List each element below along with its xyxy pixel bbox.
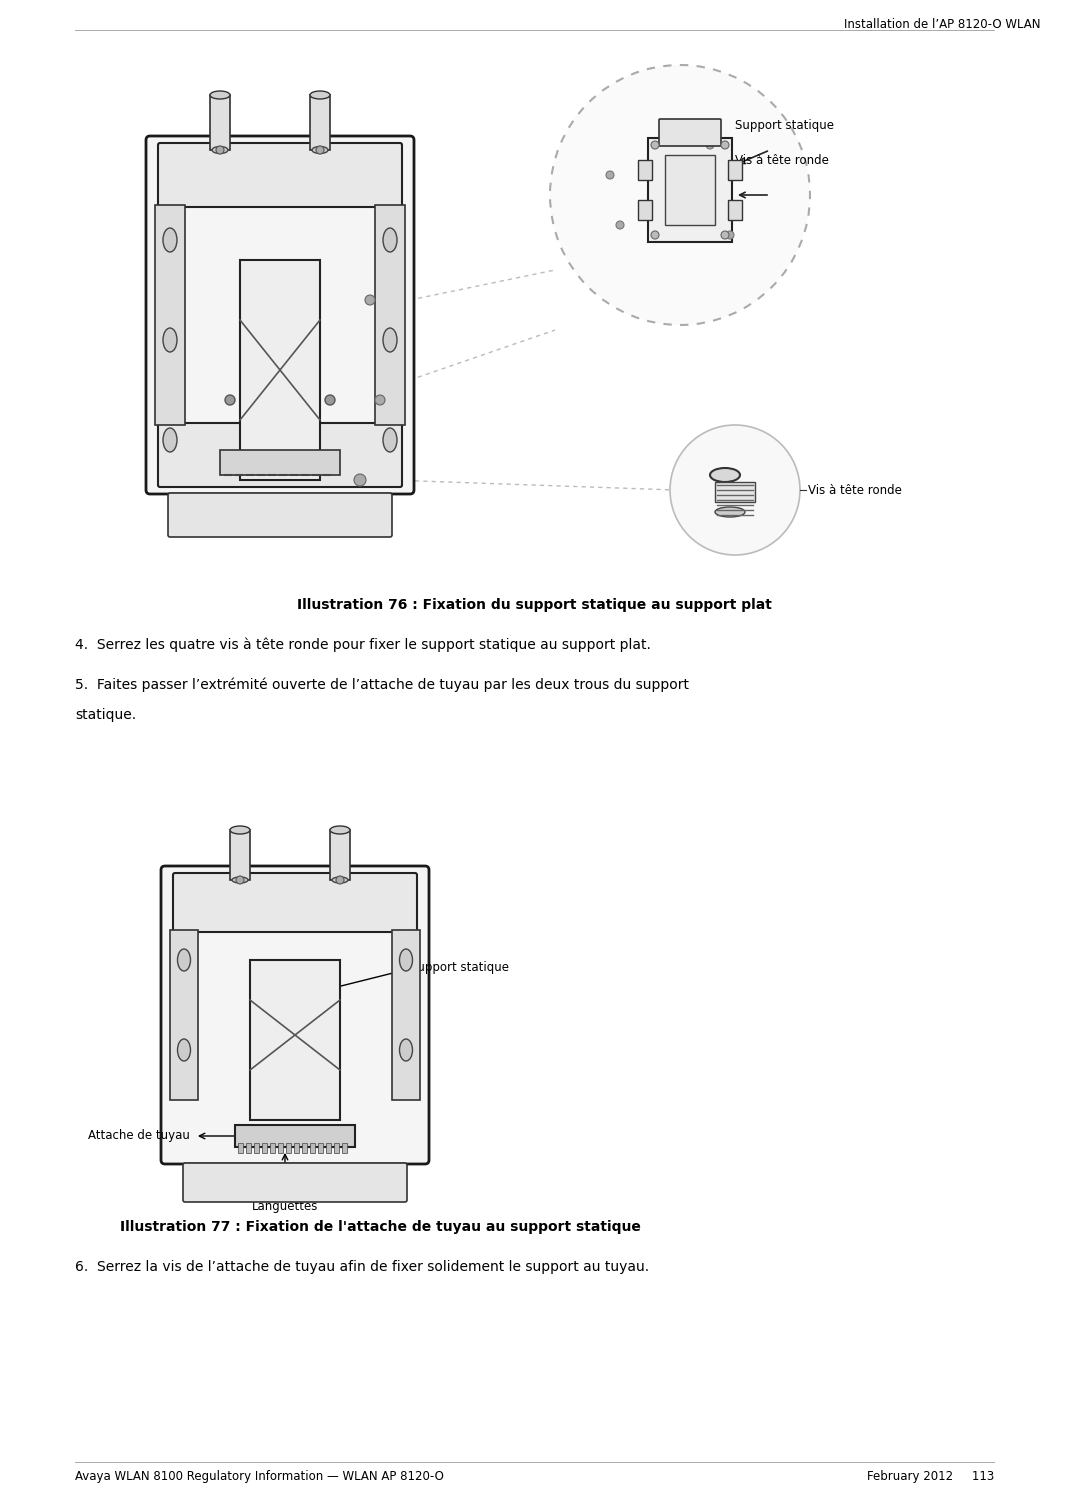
- Bar: [155, 205, 185, 425]
- Text: Illustration 76 : Fixation du support statique au support plat: Illustration 76 : Fixation du support st…: [296, 598, 772, 613]
- Bar: [375, 205, 405, 425]
- Ellipse shape: [383, 328, 397, 352]
- Ellipse shape: [330, 825, 350, 834]
- Ellipse shape: [383, 228, 397, 252]
- Circle shape: [670, 425, 800, 554]
- Circle shape: [354, 473, 366, 485]
- Bar: [210, 94, 230, 150]
- Text: statique.: statique.: [75, 709, 136, 722]
- FancyBboxPatch shape: [648, 138, 732, 243]
- Ellipse shape: [232, 876, 248, 882]
- Circle shape: [216, 145, 224, 154]
- Text: Support statique: Support statique: [735, 118, 834, 132]
- Bar: [230, 830, 250, 879]
- Circle shape: [549, 64, 810, 325]
- Ellipse shape: [715, 506, 745, 517]
- FancyBboxPatch shape: [158, 422, 402, 487]
- Circle shape: [375, 395, 385, 404]
- Text: 4.  Serrez les quatre vis à tête ronde pour fixer le support statique au support: 4. Serrez les quatre vis à tête ronde po…: [75, 638, 651, 653]
- Bar: [250, 960, 340, 1121]
- Circle shape: [651, 141, 659, 148]
- Ellipse shape: [162, 328, 177, 352]
- Bar: [638, 201, 652, 220]
- Bar: [254, 1143, 259, 1153]
- Circle shape: [325, 395, 335, 404]
- Circle shape: [336, 876, 344, 884]
- Circle shape: [726, 231, 734, 240]
- Bar: [638, 160, 652, 180]
- Bar: [294, 1143, 299, 1153]
- Circle shape: [224, 395, 235, 404]
- FancyBboxPatch shape: [173, 873, 417, 932]
- FancyBboxPatch shape: [146, 136, 414, 494]
- Text: 6.  Serrez la vis de l’attache de tuyau afin de fixer solidement le support au t: 6. Serrez la vis de l’attache de tuyau a…: [75, 1260, 649, 1273]
- Bar: [241, 261, 320, 479]
- Circle shape: [721, 231, 729, 240]
- Bar: [728, 160, 742, 180]
- Bar: [220, 449, 340, 475]
- Bar: [170, 930, 198, 1100]
- Ellipse shape: [332, 876, 348, 882]
- Bar: [317, 1143, 323, 1153]
- Text: Vis à tête ronde: Vis à tête ronde: [735, 153, 828, 166]
- Bar: [235, 1125, 355, 1147]
- Text: February 2012     113: February 2012 113: [867, 1470, 994, 1483]
- FancyBboxPatch shape: [168, 493, 392, 536]
- Ellipse shape: [177, 1040, 190, 1061]
- Circle shape: [606, 171, 614, 178]
- Bar: [330, 830, 350, 879]
- Circle shape: [224, 455, 235, 464]
- Text: 5.  Faites passer l’extrémité ouverte de l’attache de tuyau par les deux trous d: 5. Faites passer l’extrémité ouverte de …: [75, 679, 690, 692]
- Ellipse shape: [310, 91, 330, 99]
- Bar: [342, 1143, 347, 1153]
- FancyBboxPatch shape: [183, 1162, 407, 1201]
- Bar: [286, 1143, 291, 1153]
- Bar: [270, 1143, 275, 1153]
- Ellipse shape: [312, 147, 328, 153]
- Bar: [326, 1143, 331, 1153]
- Bar: [665, 154, 715, 225]
- Circle shape: [316, 145, 324, 154]
- FancyBboxPatch shape: [659, 118, 721, 145]
- Ellipse shape: [710, 467, 740, 482]
- Ellipse shape: [177, 950, 190, 971]
- Bar: [310, 94, 330, 150]
- Bar: [278, 1143, 283, 1153]
- Bar: [392, 930, 420, 1100]
- Circle shape: [651, 231, 659, 240]
- Bar: [246, 1143, 251, 1153]
- Ellipse shape: [400, 1040, 413, 1061]
- Ellipse shape: [230, 825, 250, 834]
- Circle shape: [721, 141, 729, 148]
- Bar: [728, 201, 742, 220]
- Circle shape: [616, 222, 624, 229]
- Circle shape: [706, 141, 714, 148]
- Ellipse shape: [162, 428, 177, 452]
- Text: Languettes: Languettes: [252, 1200, 319, 1213]
- Circle shape: [365, 295, 375, 306]
- Text: Attache de tuyau: Attache de tuyau: [88, 1129, 190, 1143]
- Ellipse shape: [383, 428, 397, 452]
- Ellipse shape: [210, 91, 230, 99]
- Circle shape: [325, 455, 335, 464]
- Ellipse shape: [162, 228, 177, 252]
- Bar: [303, 1143, 307, 1153]
- Ellipse shape: [400, 950, 413, 971]
- Circle shape: [236, 876, 244, 884]
- Text: Installation de l’AP 8120-O WLAN: Installation de l’AP 8120-O WLAN: [843, 18, 1040, 31]
- Text: Illustration 77 : Fixation de l'attache de tuyau au support statique: Illustration 77 : Fixation de l'attache …: [120, 1219, 640, 1234]
- Bar: [334, 1143, 339, 1153]
- FancyBboxPatch shape: [161, 866, 429, 1164]
- Text: Vis à tête ronde: Vis à tête ronde: [808, 484, 902, 496]
- Text: Avaya WLAN 8100 Regulatory Information — WLAN AP 8120-O: Avaya WLAN 8100 Regulatory Information —…: [75, 1470, 444, 1483]
- Ellipse shape: [212, 147, 228, 153]
- Bar: [238, 1143, 243, 1153]
- Bar: [262, 1143, 267, 1153]
- FancyBboxPatch shape: [158, 142, 402, 207]
- Text: Support statique: Support statique: [410, 962, 509, 975]
- Bar: [310, 1143, 315, 1153]
- Bar: [715, 482, 755, 502]
